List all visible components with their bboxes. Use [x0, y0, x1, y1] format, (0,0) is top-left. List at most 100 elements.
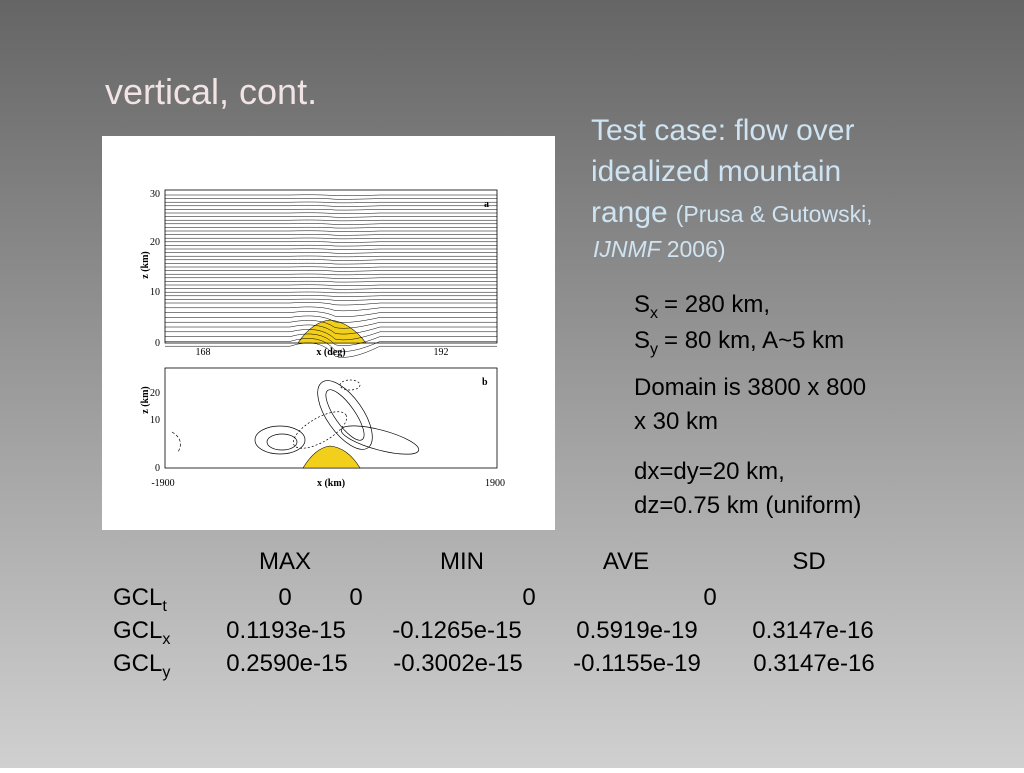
subscript: t	[162, 598, 167, 615]
contour-line	[165, 302, 497, 306]
description-line: range (Prusa & Gutowski,	[591, 196, 873, 229]
contour-line	[165, 315, 497, 323]
note-line: dz=0.75 km (uniform)	[634, 492, 861, 519]
contour-line	[165, 280, 497, 283]
subscript: x	[162, 631, 170, 648]
contour-line	[165, 291, 497, 294]
tick-label: 20	[150, 237, 160, 248]
tick-label: 1900	[485, 478, 505, 489]
note-line: dx=dy=20 km,	[634, 458, 785, 485]
contour-line	[165, 273, 497, 276]
contour-line	[165, 329, 497, 341]
table-cell: 0.2590e-15	[226, 650, 347, 677]
parameters: Sx = 280 km, Sy = 80 km, A~5 km Domain is 38…	[634, 291, 866, 519]
contour-line	[165, 266, 497, 268]
row-label: GCLt	[113, 584, 167, 615]
subscript: y	[650, 341, 658, 358]
axis-label: z (km)	[140, 251, 151, 279]
contour-line	[165, 244, 497, 247]
contour-line	[165, 306, 497, 312]
contour-line	[165, 216, 497, 218]
figure: z (km) a 30 20 10 0 168 192 x (deg)	[102, 136, 555, 530]
column-header: MAX	[259, 548, 311, 575]
column-header: AVE	[603, 548, 649, 575]
slide-title: vertical, cont.	[105, 71, 317, 112]
table-cell: 0.1193e-15	[226, 617, 346, 644]
tick-label: 10	[150, 415, 160, 426]
mountain	[302, 445, 361, 469]
parameter-value: = 280 km,	[664, 291, 770, 318]
reference: (Prusa & Gutowski,	[676, 201, 873, 227]
contour-line	[165, 226, 497, 229]
contour-line	[165, 212, 497, 214]
parameter-value: = 80 km, A~5 km	[664, 327, 844, 354]
tick-label: -1900	[151, 478, 174, 489]
contour-line	[165, 311, 497, 317]
table-cell: 0.5919e-19	[576, 617, 697, 644]
contour-line	[165, 338, 497, 352]
tick-label: 30	[150, 189, 160, 200]
table-cell: 0.3147e-16	[752, 617, 873, 644]
contour-line	[165, 223, 497, 225]
description: Test case: flow over idealized mountain …	[591, 114, 873, 262]
contour-line	[165, 230, 497, 232]
contour-line	[165, 284, 497, 286]
axis-label: x (deg)	[316, 347, 345, 358]
panel-a: z (km) a 30 20 10 0 168 192 x (deg)	[140, 189, 498, 358]
table-cell: -0.3002e-15	[393, 650, 522, 677]
contour-line	[165, 255, 497, 258]
journal: IJNMF	[593, 236, 663, 262]
parameter: Sy = 80 km, A~5 km	[634, 327, 844, 358]
contour-line	[165, 324, 497, 335]
reference: IJNMF 2006)	[593, 236, 726, 262]
symbol: GCL	[113, 617, 162, 644]
tick-label: 168	[196, 347, 211, 358]
table-cell: 0	[703, 584, 716, 611]
contours	[171, 379, 420, 455]
contour-line	[165, 201, 497, 204]
contour-line	[165, 234, 497, 236]
contour-line	[165, 259, 497, 261]
table-cell: -0.1155e-19	[573, 650, 701, 677]
row-label: GCLx	[113, 617, 170, 648]
panel-label: b	[482, 377, 488, 388]
contour-line	[165, 277, 497, 279]
contour-line	[165, 194, 497, 196]
subscript: y	[162, 664, 170, 681]
contour-line	[165, 270, 497, 272]
contour-line	[165, 241, 497, 243]
tick-label: 0	[155, 338, 160, 349]
row-label: GCLy	[113, 650, 170, 681]
note-line: x 30 km	[634, 408, 718, 435]
symbol: GCL	[113, 650, 162, 677]
contour-line	[165, 333, 497, 346]
table-cell: 0.3147e-16	[753, 650, 874, 677]
note-line: Domain is 3800 x 800	[634, 374, 866, 401]
table-cell: 0	[349, 584, 362, 611]
contour-line	[165, 295, 497, 297]
contour-line	[165, 237, 497, 240]
description-line: Test case: flow over	[591, 114, 854, 147]
contour-line	[165, 288, 497, 290]
panel-label: a	[484, 199, 489, 210]
contour-line	[165, 298, 497, 301]
description-word: range	[591, 196, 668, 229]
contour-line	[165, 252, 497, 254]
subscript: x	[650, 305, 658, 322]
tick-label: 20	[150, 388, 160, 399]
contour-line	[165, 208, 497, 211]
parameter: Sx = 280 km,	[634, 291, 770, 322]
description-line: idealized mountain	[591, 155, 841, 188]
column-header: MIN	[440, 548, 484, 575]
axis-label: z (km)	[140, 386, 151, 414]
column-header: SD	[792, 548, 825, 575]
table-cell: 0	[522, 584, 535, 611]
table-cell: 0	[278, 584, 291, 611]
tick-label: 10	[150, 287, 160, 298]
contour-line	[165, 248, 497, 250]
panel-b: z (km) b 20 10 0 -1900 1900 x (km)	[140, 367, 505, 489]
symbol: GCL	[113, 584, 162, 611]
contour-line	[165, 342, 497, 358]
